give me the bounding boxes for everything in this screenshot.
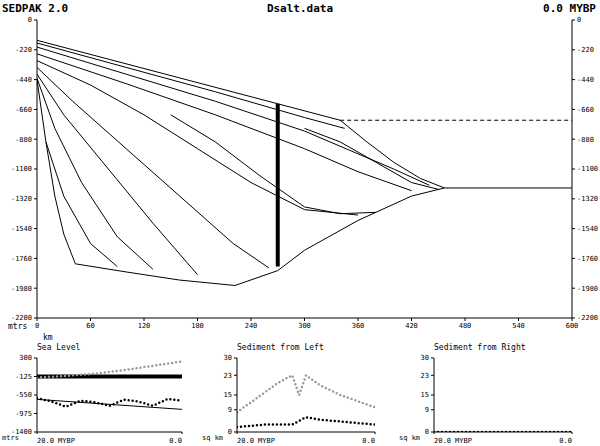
svg-text:-220: -220: [15, 46, 32, 54]
svg-text:-440: -440: [577, 76, 592, 84]
svg-text:-975: -975: [15, 410, 32, 418]
html-text:sq km: sq km: [202, 434, 224, 442]
svg-text:-1760: -1760: [577, 255, 592, 263]
svg-text:20.0 MYBP: 20.0 MYBP: [37, 437, 75, 444]
svg-text:0: 0: [35, 322, 39, 330]
html-text:Sediment from Right: Sediment from Right: [434, 343, 526, 352]
svg-text:-1760: -1760: [11, 255, 32, 263]
svg-text:20.0 MYBP: 20.0 MYBP: [434, 437, 472, 444]
svg-text:0: 0: [228, 428, 232, 436]
svg-text:15: 15: [224, 391, 232, 399]
svg-text:420: 420: [405, 322, 418, 330]
svg-text:-1320: -1320: [577, 195, 592, 203]
svg-text:240: 240: [245, 322, 258, 330]
html-text:SEDPAK 2.0: SEDPAK 2.0: [2, 2, 69, 15]
svg-text:30: 30: [224, 354, 232, 362]
svg-text:-1100: -1100: [577, 165, 592, 173]
svg-text:180: 180: [191, 322, 204, 330]
svg-text:9: 9: [228, 406, 232, 414]
svg-text:0.0: 0.0: [559, 437, 572, 444]
svg-text:-1980: -1980: [11, 285, 32, 293]
svg-text:-1540: -1540: [11, 225, 32, 233]
svg-text:9: 9: [425, 406, 429, 414]
svg-text:-1980: -1980: [577, 285, 592, 293]
svg-text:-125: -125: [15, 373, 32, 381]
svg-text:-1400: -1400: [11, 428, 32, 436]
svg-text:60: 60: [86, 322, 94, 330]
html-text:mtrs: mtrs: [2, 434, 19, 442]
svg-text:-550: -550: [15, 391, 32, 399]
html-text:Dsalt.data: Dsalt.data: [266, 2, 334, 15]
svg-text:-440: -440: [15, 76, 32, 84]
svg-text:360: 360: [352, 322, 365, 330]
svg-text:23: 23: [421, 372, 429, 380]
svg-text:15: 15: [421, 391, 429, 399]
svg-text:300: 300: [298, 322, 311, 330]
svg-text:-660: -660: [577, 106, 592, 114]
svg-text:-880: -880: [577, 136, 592, 144]
svg-text:0: 0: [28, 16, 32, 24]
html-text:Sediment from Left: Sediment from Left: [237, 343, 324, 352]
svg-text:120: 120: [138, 322, 151, 330]
svg-text:-880: -880: [15, 136, 32, 144]
svg-text:-220: -220: [577, 46, 592, 54]
html-text:km: km: [43, 333, 53, 342]
svg-text:0.0: 0.0: [169, 437, 182, 444]
svg-text:-1320: -1320: [11, 195, 32, 203]
html-text:Sea Level: Sea Level: [37, 343, 81, 352]
svg-text:480: 480: [459, 322, 472, 330]
svg-text:540: 540: [512, 322, 525, 330]
svg-text:-1100: -1100: [11, 165, 32, 173]
html-text:0.0 MYBP: 0.0 MYBP: [543, 2, 596, 15]
svg-text:-1540: -1540: [577, 225, 592, 233]
svg-text:300: 300: [19, 354, 32, 362]
svg-text:-2200: -2200: [577, 314, 592, 322]
svg-text:0: 0: [425, 428, 429, 436]
svg-text:23: 23: [224, 372, 232, 380]
svg-text:20.0 MYBP: 20.0 MYBP: [237, 437, 275, 444]
svg-text:0.0: 0.0: [362, 437, 375, 444]
svg-text:30: 30: [421, 354, 429, 362]
svg-text:-660: -660: [15, 106, 32, 114]
html-text:sq km: sq km: [399, 434, 421, 442]
html-text:mtrs: mtrs: [8, 322, 28, 331]
svg-text:600: 600: [566, 322, 579, 330]
svg-text:0: 0: [577, 16, 581, 24]
svg-text:-2200: -2200: [11, 314, 32, 322]
